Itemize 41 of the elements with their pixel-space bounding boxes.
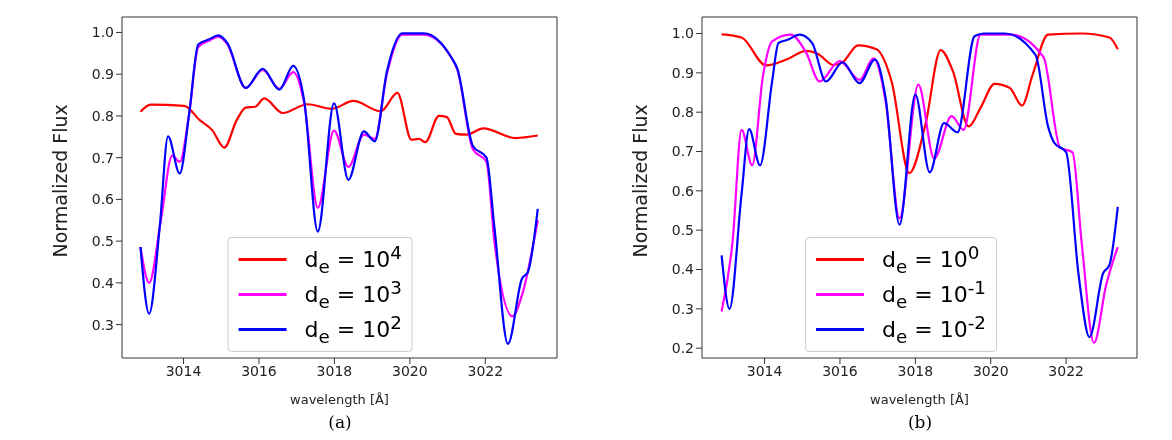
y-tick-label: 0.3 (671, 300, 694, 317)
y-tick-label: 0.7 (671, 143, 694, 160)
y-tick-label: 1.0 (671, 25, 694, 42)
legend-label: d$_{e}$ = 10$^{4}$ (304, 242, 402, 277)
x-axis-title: wavelength [Å] (290, 392, 389, 407)
x-tick-label: 3016 (822, 362, 858, 379)
x-axis-title: wavelength [Å] (870, 392, 969, 407)
y-tick-label: 0.8 (671, 104, 694, 121)
y-tick-label: 0.6 (671, 182, 695, 199)
y-tick-label: 0.2 (671, 340, 694, 357)
y-tick-label: 1.0 (91, 24, 114, 41)
y-tick-label: 0.5 (91, 233, 114, 250)
line-series (720, 32, 1119, 175)
x-tick-label: 3022 (467, 362, 504, 379)
y-tick-label: 0.4 (671, 261, 695, 278)
y-tick-label: 0.6 (91, 191, 115, 208)
y-tick-label: 0.4 (91, 274, 115, 291)
y-tick-label: 0.7 (91, 149, 114, 166)
x-tick-label: 3014 (746, 362, 783, 379)
y-tick-label: 0.3 (91, 316, 114, 333)
x-tick-label: 3018 (897, 362, 934, 379)
x-tick-label: 3014 (165, 362, 202, 379)
y-axis-title: Normalized Flux (48, 104, 71, 258)
y-tick-label: 0.9 (671, 64, 694, 81)
y-tick-label: 0.8 (91, 107, 114, 124)
y-axis-title: Normalized Flux (628, 104, 651, 258)
legend-label: d$_{e}$ = 10$^{0}$ (882, 242, 980, 277)
x-tick-label: 3018 (316, 362, 353, 379)
x-tick-label: 3020 (972, 362, 1009, 379)
y-tick-label: 0.9 (91, 66, 114, 83)
y-tick-label: 0.5 (671, 222, 694, 239)
line-series (139, 91, 539, 149)
legend-label: d$_{e}$ = 10$^{-1}$ (882, 277, 987, 312)
text: (b) (906, 412, 934, 432)
x-tick-label: 3016 (241, 362, 277, 379)
legend-label: d$_{e}$ = 10$^{-2}$ (882, 312, 987, 347)
legend-label: d$_{e}$ = 10$^{3}$ (304, 277, 402, 312)
x-tick-label: 3020 (392, 362, 428, 379)
text: (a) (327, 412, 353, 432)
legend-label: d$_{e}$ = 10$^{2}$ (304, 312, 402, 347)
x-tick-label: 3022 (1048, 362, 1084, 379)
